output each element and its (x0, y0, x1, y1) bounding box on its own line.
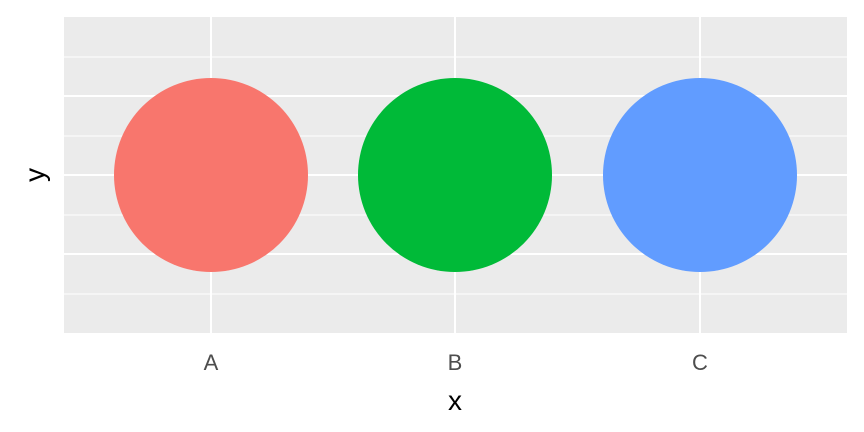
point-A (114, 78, 308, 272)
data-points (114, 78, 797, 272)
point-C (603, 78, 797, 272)
x-tick-labels: A B C (204, 350, 708, 375)
point-B (358, 78, 552, 272)
x-tick-label-C: C (692, 350, 708, 375)
x-tick-label-A: A (204, 350, 219, 375)
x-axis-title: x (448, 385, 462, 416)
y-axis-title: y (19, 168, 50, 182)
x-tick-label-B: B (448, 350, 463, 375)
